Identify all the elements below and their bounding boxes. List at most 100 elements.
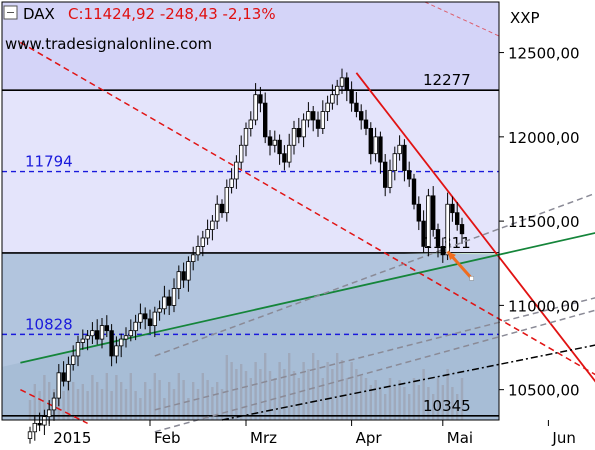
volume-bar (81, 384, 84, 420)
candle-body (181, 271, 186, 281)
y-tick-label: 12500,00 (508, 45, 580, 63)
volume-bar (240, 364, 243, 420)
volume-bar (244, 371, 248, 420)
volume-bar (105, 373, 108, 420)
volume-bar (412, 378, 416, 420)
volume-bar (148, 389, 152, 420)
candle-body (142, 313, 148, 320)
x-tick-label: Mrz (250, 429, 277, 447)
level-label: 12277 (423, 71, 471, 89)
candle-body (147, 318, 153, 327)
volume-bar (153, 373, 156, 420)
candle-body (162, 296, 167, 310)
volume-bar (187, 398, 190, 420)
candle-body (363, 119, 369, 129)
candle-body (42, 416, 47, 426)
candle-body (440, 245, 445, 256)
candle-body (152, 311, 157, 327)
volume-bar (120, 382, 123, 420)
y-axis: 12500,00 12000,00 11500,00 11000,00 10500,00 (499, 45, 580, 400)
candle-body (430, 195, 436, 230)
candle-body (325, 102, 330, 112)
candle-body (339, 77, 345, 87)
candle-body (75, 342, 81, 357)
volume-bar (436, 378, 440, 420)
volume-bar (72, 382, 75, 420)
volume-bar (297, 378, 300, 420)
volume-bar (355, 369, 358, 420)
trend-line-resistance-red (355, 72, 595, 383)
x-axis: 2015 Feb Mrz Apr Mai Jun (48, 420, 576, 447)
candle-body (301, 119, 306, 138)
volume-bar (235, 369, 238, 420)
x-tick-label: Feb (154, 429, 181, 447)
trend-line-gray-dashed-upper (154, 192, 595, 357)
candlesticks (27, 68, 465, 444)
candle-body (320, 111, 325, 129)
volume-bar (288, 353, 291, 420)
candle-body (387, 170, 393, 188)
volume-bar (374, 380, 377, 420)
x-tick-label: Apr (356, 429, 383, 447)
volume-bar (360, 376, 363, 420)
candle-body (426, 195, 431, 247)
candle-body (306, 111, 311, 121)
candle-body (104, 325, 109, 332)
volume-bar (192, 382, 195, 420)
volume-bar (422, 369, 425, 420)
y-tick-label: 11500,00 (508, 213, 580, 231)
trend-lines (20, 1, 595, 433)
candle-body (315, 119, 321, 129)
volume-bar (182, 380, 185, 420)
candle-body (344, 77, 349, 91)
volume-bar (283, 369, 286, 420)
candle-body (219, 203, 225, 214)
volume-bar (129, 373, 132, 420)
candle-body (392, 153, 397, 171)
candle-body (56, 372, 61, 399)
volume-bar (326, 362, 329, 420)
website-label: www.tradesignalonline.com (5, 35, 212, 53)
volume-bar (388, 378, 392, 420)
candle-body (71, 355, 76, 365)
arrow-anchor (469, 276, 474, 281)
volume-bar (264, 353, 267, 420)
volume-bar (384, 394, 387, 420)
candle-body (109, 330, 114, 357)
candle-body (282, 153, 287, 163)
candle-body (421, 220, 426, 247)
candle-body (51, 397, 57, 411)
volume-bar (331, 369, 334, 420)
volume-bar (259, 369, 262, 420)
candle-body (334, 85, 340, 96)
candle-body (157, 308, 162, 313)
level-label: 10345 (423, 397, 471, 415)
candle-body (291, 128, 297, 146)
candle-body (37, 422, 42, 426)
y-tick-label: 12000,00 (508, 129, 580, 147)
candle-body (123, 335, 129, 340)
projection-arrow (446, 250, 474, 281)
candle-body (286, 144, 292, 163)
candle-body (61, 372, 66, 382)
volume-bar (278, 362, 281, 420)
volume-bar (110, 391, 113, 420)
candle-body (186, 261, 191, 281)
x-tick-label: 2015 (53, 429, 91, 447)
candle-body (128, 330, 133, 337)
volume-bar (316, 360, 320, 420)
volume-bar (158, 380, 161, 420)
candle-body (267, 136, 273, 146)
volume-bar (292, 371, 296, 420)
candle-body (416, 203, 421, 222)
candle-body (310, 111, 316, 121)
volume-bar (249, 378, 252, 420)
volume-bar (86, 391, 89, 420)
volume-bar (408, 394, 411, 420)
volume-bar (206, 380, 209, 420)
volume-bar (432, 394, 435, 420)
volume-bar (144, 382, 147, 420)
volume-bar (307, 369, 310, 420)
volume-bar (456, 394, 459, 420)
